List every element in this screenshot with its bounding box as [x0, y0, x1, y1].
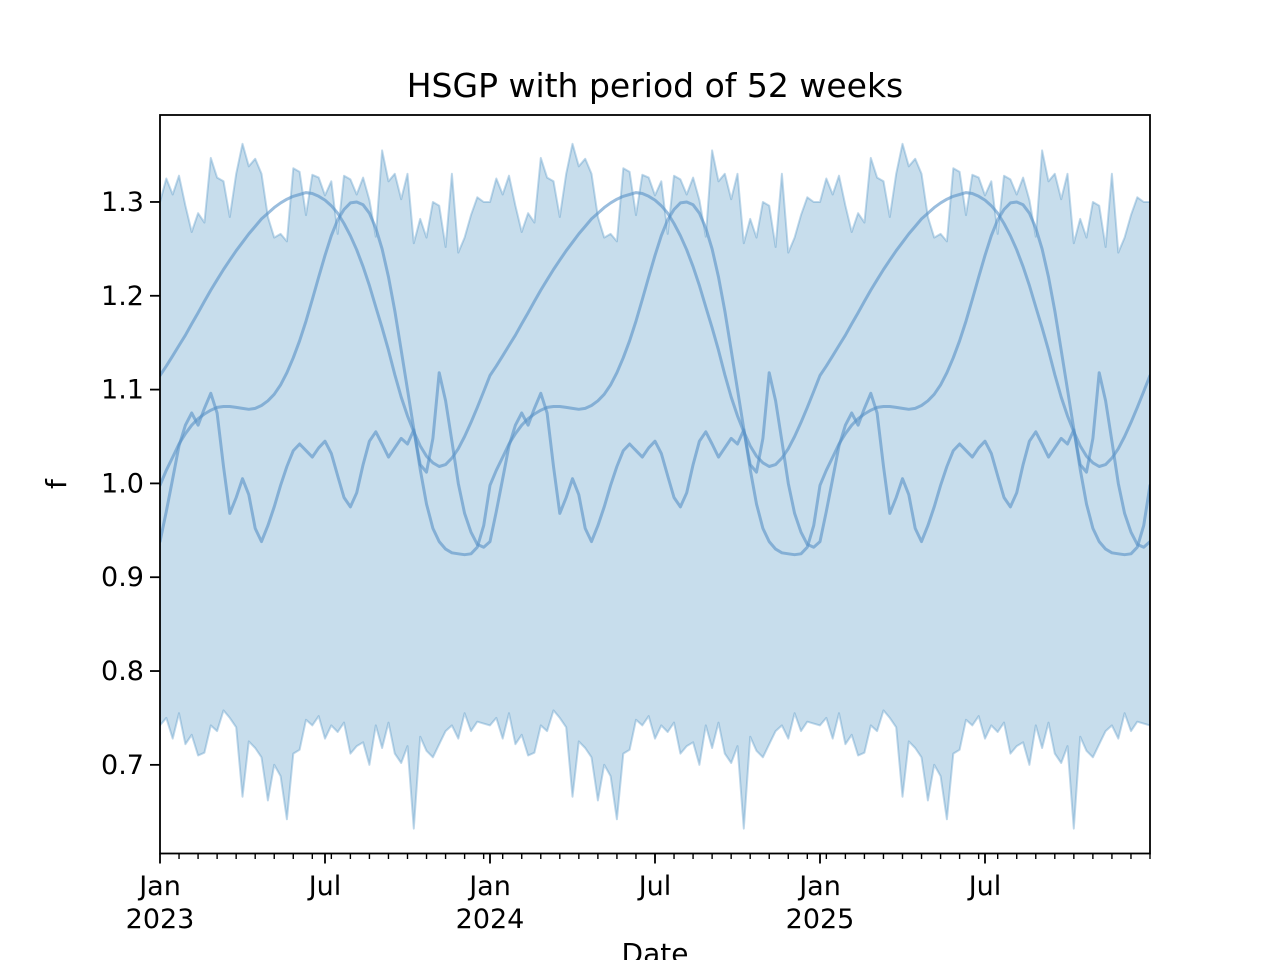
hdi-band-lower-edge [160, 709, 1150, 830]
x-tick-label: Jul [307, 871, 342, 902]
x-tick-label: Jul [637, 871, 672, 902]
chart-title: HSGP with period of 52 weeks [407, 66, 904, 105]
tick-marks-layer [150, 201, 1151, 864]
y-tick-label: 0.7 [101, 750, 144, 781]
x-tick-label: Jan [137, 871, 181, 902]
y-tick-label: 1.1 [101, 375, 144, 406]
y-tick-label: 1.0 [101, 468, 144, 499]
x-tick-label: Jan [467, 871, 511, 902]
sample-curve-1 [160, 191, 1150, 468]
y-tick-label: 1.3 [101, 187, 144, 218]
y-tick-label: 0.8 [101, 656, 144, 687]
x-tick-label: Jul [967, 871, 1002, 902]
x-tick-year-label: 2023 [126, 904, 195, 935]
sample-curve-2 [160, 200, 1150, 557]
x-tick-year-label: 2024 [456, 904, 525, 935]
x-tick-label: Jan [797, 871, 841, 902]
x-tick-year-label: 2025 [786, 904, 855, 935]
sample-curves-layer [160, 191, 1150, 557]
hdi-band-upper-edge [160, 142, 1150, 254]
y-axis-label: f [40, 478, 73, 489]
hdi-band-fill [160, 143, 1150, 829]
x-axis-label: Date [622, 937, 689, 960]
y-tick-label: 1.2 [101, 281, 144, 312]
y-tick-label: 0.9 [101, 562, 144, 593]
sample-curve-3 [160, 371, 1150, 549]
hdi-band-layer [160, 142, 1150, 830]
